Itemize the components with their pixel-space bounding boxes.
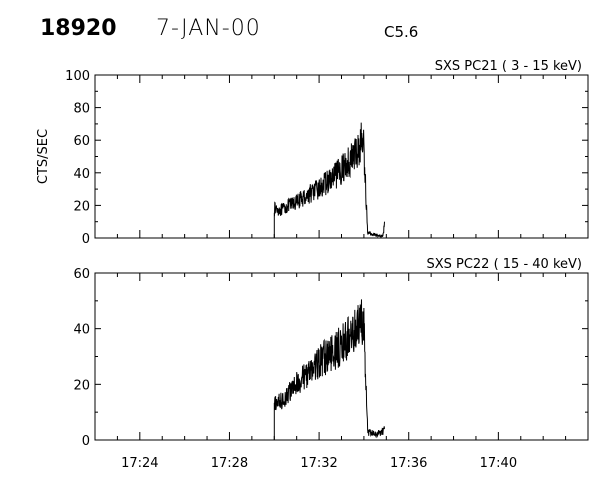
- y-tick-label: 40: [73, 323, 90, 338]
- x-tick-label: 17:32: [300, 456, 337, 471]
- series-line-2: [273, 299, 385, 440]
- series-line-1: [273, 122, 385, 239]
- x-tick-label: 17:24: [121, 456, 158, 471]
- flare-class: C5.6: [384, 23, 419, 41]
- y-tick-label: 0: [82, 232, 90, 247]
- y-tick-label: 60: [73, 134, 90, 149]
- y-tick-label: 20: [73, 378, 90, 393]
- x-tick-label: 17:40: [480, 456, 517, 471]
- y-tick-label: 100: [65, 69, 90, 84]
- event-date: 7-JAN-00: [156, 16, 261, 41]
- y-tick-label: 20: [73, 199, 90, 214]
- y-tick-label: 40: [73, 167, 90, 182]
- y-tick-label: 0: [82, 434, 90, 449]
- y-tick-label: 80: [73, 102, 90, 117]
- panel-title-1: SXS PC21 ( 3 - 15 keV): [435, 59, 582, 74]
- y-axis-label: CTS/SEC: [36, 129, 51, 184]
- event-id: 18920: [40, 16, 117, 41]
- panel-title-2: SXS PC22 ( 15 - 40 keV): [426, 257, 582, 272]
- x-tick-label: 17:28: [211, 456, 248, 471]
- y-tick-label: 60: [73, 267, 90, 282]
- x-tick-label: 17:36: [390, 456, 427, 471]
